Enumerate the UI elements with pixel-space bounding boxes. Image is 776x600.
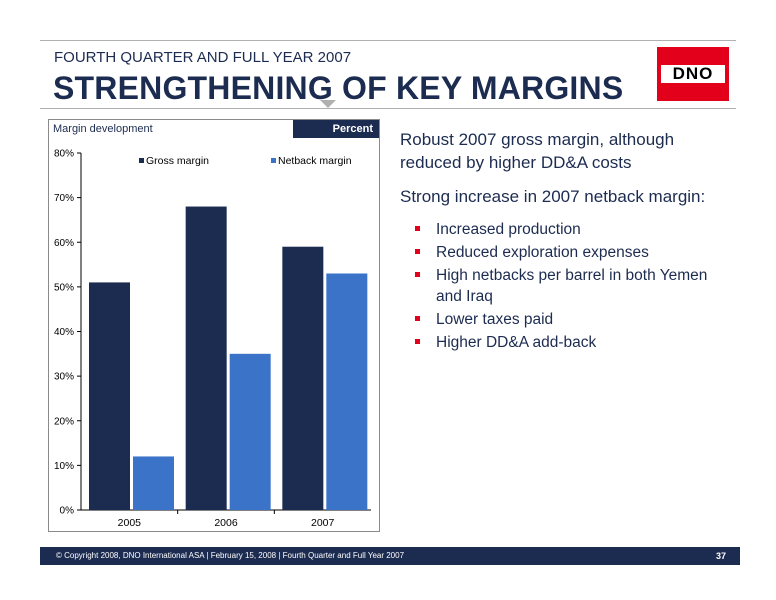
bar-gross-margin [282, 246, 324, 510]
x-tick-label: 2006 [214, 517, 238, 529]
top-rule [40, 40, 736, 41]
slide-subtitle: FOURTH QUARTER AND FULL YEAR 2007 [54, 49, 352, 66]
legend-label: Netback margin [278, 155, 352, 167]
sub-bullet-item: Reduced exploration expenses [400, 242, 736, 263]
x-tick-label: 2007 [311, 517, 335, 529]
page-number: 37 [715, 551, 726, 561]
bar-gross-margin [185, 206, 227, 511]
chart-panel-label: Margin development [53, 123, 153, 135]
bullet-lead: Strong increase in 2007 netback margin: [400, 187, 706, 206]
red-square-bullet-icon [415, 249, 420, 254]
y-tick-label: 50% [54, 282, 74, 293]
red-square-bullet-icon [415, 226, 420, 231]
sub-bullet-item: Lower taxes paid [400, 309, 736, 330]
y-tick-label: 70% [54, 193, 74, 204]
y-tick-label: 0% [60, 506, 75, 517]
footer-bar: © Copyright 2008, DNO International ASA … [40, 547, 740, 565]
red-square-bullet-icon [415, 339, 420, 344]
sub-bullet-list: Increased production Reduced exploration … [400, 219, 736, 353]
sub-bullet-text: High netbacks per barrel in both Yemen a… [436, 267, 708, 305]
bullet-lead: Robust 2007 gross margin, although reduc… [400, 130, 675, 172]
title-rule-notch [320, 100, 336, 108]
sub-bullet-text: Reduced exploration expenses [436, 244, 649, 261]
sub-bullet-item: Higher DD&A add-back [400, 332, 736, 353]
y-tick-label: 60% [54, 238, 74, 249]
dno-logo: DNO [657, 47, 729, 101]
sub-bullet-text: Increased production [436, 221, 581, 238]
title-rule [40, 108, 736, 109]
sub-bullet-item: Increased production [400, 219, 736, 240]
chart-panel: Margin development Percent 0% 10% 20% 30% 40… [48, 119, 380, 532]
red-square-bullet-icon [415, 316, 420, 321]
sub-bullet-item: High netbacks per barrel in both Yemen a… [400, 265, 736, 307]
legend-swatch [271, 158, 276, 163]
x-tick-label: 2005 [118, 517, 142, 529]
slide-title: STRENGTHENING OF KEY MARGINS [53, 70, 624, 106]
legend-label: Gross margin [146, 155, 209, 167]
footer-copyright: © Copyright 2008, DNO International ASA … [56, 551, 405, 560]
y-tick-label: 80% [54, 149, 74, 160]
legend-swatch [139, 158, 144, 163]
sub-bullet-text: Lower taxes paid [436, 311, 554, 328]
y-tick-label: 20% [54, 416, 74, 427]
y-tick-label: 30% [54, 372, 74, 383]
chart-panel-unit: Percent [293, 120, 379, 138]
sub-bullet-text: Higher DD&A add-back [436, 334, 597, 351]
bar-netback-margin [133, 456, 174, 510]
y-tick-label: 40% [54, 327, 74, 338]
bar-netback-margin [229, 353, 271, 510]
logo-text: DNO [661, 65, 725, 83]
bar-gross-margin [89, 282, 130, 510]
y-tick-label: 10% [54, 461, 74, 472]
bar-chart: 0% 10% 20% 30% 40% 50% 60% 70% 80% 2005 2006 2007 Gr… [54, 149, 371, 529]
bar-netback-margin [326, 273, 368, 510]
bullet-list: Robust 2007 gross margin, although reduc… [400, 128, 736, 364]
red-square-bullet-icon [415, 272, 420, 277]
